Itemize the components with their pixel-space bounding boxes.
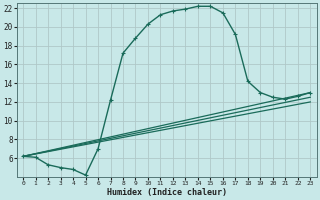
X-axis label: Humidex (Indice chaleur): Humidex (Indice chaleur): [107, 188, 227, 197]
